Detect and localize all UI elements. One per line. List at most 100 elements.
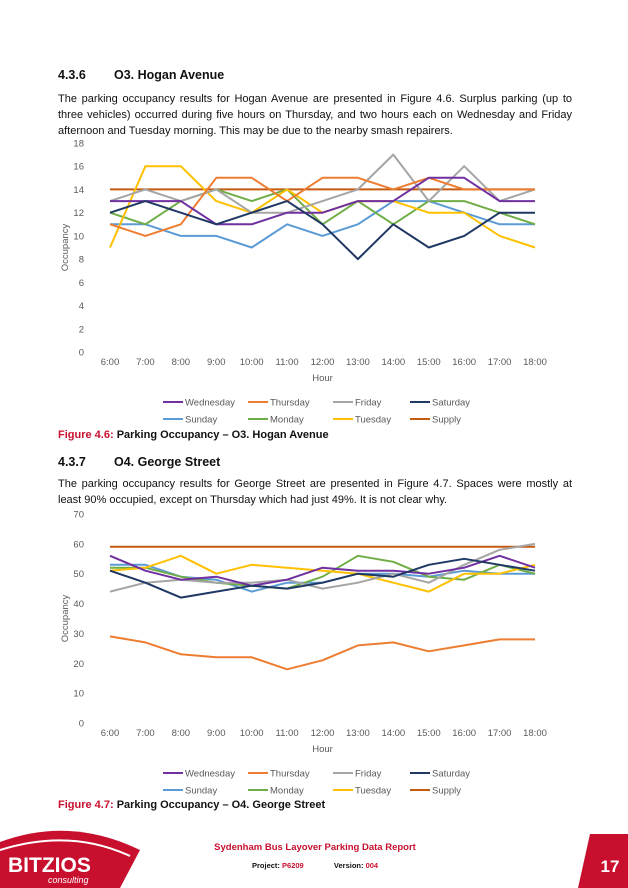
section-heading-george: 4.3.7 O4. George Street [58, 455, 220, 469]
x-tick-label: 18:00 [523, 357, 547, 368]
x-tick-label: 11:00 [276, 728, 299, 739]
section-title: O3. Hogan Avenue [114, 68, 225, 82]
y-tick-label: 10 [73, 231, 84, 242]
logo-text: BITZIOS [8, 854, 91, 877]
legend-label: Wednesday [185, 398, 235, 409]
y-tick-label: 14 [73, 185, 84, 196]
legend-label: Monday [270, 786, 304, 797]
page-number: 17 [601, 857, 620, 876]
logo-swoosh [0, 830, 140, 888]
x-tick-label: 15:00 [417, 728, 441, 739]
x-axis-label: Hour [312, 373, 333, 384]
section-paragraph-george: The parking occupancy results for George… [58, 478, 572, 506]
x-tick-label: 12:00 [311, 728, 335, 739]
x-tick-label: 6:00 [101, 728, 120, 739]
caption-label: Figure 4.6: [58, 429, 114, 441]
series-line-wednesday [110, 176, 535, 226]
x-tick-label: 10:00 [240, 357, 264, 368]
y-tick-label: 30 [73, 629, 84, 640]
y-tick-label: 60 [73, 539, 84, 550]
x-tick-label: 17:00 [488, 728, 512, 739]
y-tick-label: 0 [79, 719, 84, 730]
y-tick-label: 70 [73, 510, 84, 521]
series-line-monday [109, 188, 536, 226]
figure-caption-4-6: Figure 4.6: Parking Occupancy – O3. Hoga… [58, 429, 329, 441]
y-axis-label: Occupancy [60, 594, 71, 642]
x-tick-label: 13:00 [346, 357, 370, 368]
logo-subtext: consulting [48, 875, 89, 885]
y-tick-label: 4 [79, 301, 84, 312]
y-axis-label: Occupancy [60, 223, 71, 271]
legend-label: Thursday [270, 769, 310, 780]
x-tick-label: 7:00 [136, 728, 155, 739]
series-line-saturday [109, 200, 535, 261]
legend-label: Friday [355, 398, 382, 409]
george-occupancy-chart: 0 10 20 30 40 50 60 70 Occupancy 6:00 7:00 8:00 9:00… [60, 510, 547, 797]
x-tick-label: 11:00 [276, 357, 299, 368]
figure-caption-4-7: Figure 4.7: Parking Occupancy – O4. Geor… [58, 799, 325, 811]
bitzios-logo: BITZIOS consulting [0, 830, 140, 888]
x-tick-label: 9:00 [207, 357, 226, 368]
hogan-occupancy-chart: 0 2 4 6 8 10 12 14 16 18 Occupancy 6:00 7:00 8:00 9:00… [60, 139, 547, 426]
x-tick-label: 16:00 [452, 728, 476, 739]
y-tick-label: 0 [79, 348, 84, 359]
x-tick-label: 14:00 [381, 728, 405, 739]
x-axis-label: Hour [312, 744, 333, 755]
y-tick-label: 10 [73, 689, 84, 700]
x-tick-label: 8:00 [172, 728, 191, 739]
legend-label: Tuesday [355, 786, 391, 797]
caption-label: Figure 4.7: [58, 799, 114, 811]
legend-label: Tuesday [355, 415, 391, 426]
x-tick-label: 16:00 [452, 357, 476, 368]
report-meta: Project: P6209 Version: 004 [252, 861, 378, 870]
series-line-tuesday [109, 554, 536, 593]
legend-label: Wednesday [185, 769, 235, 780]
page-number-badge: 17 [578, 834, 628, 888]
x-tick-label: 13:00 [346, 728, 370, 739]
legend-label: Thursday [270, 398, 310, 409]
section-number: 4.3.6 [58, 68, 86, 82]
x-tick-label: 7:00 [136, 357, 155, 368]
y-tick-label: 20 [73, 659, 84, 670]
section-paragraph-hogan: The parking occupancy results for Hogan … [58, 93, 572, 137]
section-number: 4.3.7 [58, 455, 86, 469]
y-tick-label: 8 [79, 255, 84, 266]
x-tick-label: 6:00 [101, 357, 120, 368]
y-tick-label: 18 [73, 139, 84, 150]
legend-label: Sunday [185, 415, 217, 426]
x-tick-label: 8:00 [172, 357, 191, 368]
caption-title: Parking Occupancy – O4. George Street [116, 799, 326, 811]
y-tick-label: 40 [73, 599, 84, 610]
legend-label: Monday [270, 415, 304, 426]
series-line-thursday [109, 176, 535, 237]
report-title: Sydenham Bus Layover Parking Data Report [214, 842, 416, 853]
x-tick-label: 14:00 [381, 357, 405, 368]
legend-label: Sunday [185, 786, 217, 797]
y-tick-label: 16 [73, 162, 84, 173]
caption-title: Parking Occupancy – O3. Hogan Avenue [116, 429, 329, 441]
y-tick-label: 50 [73, 569, 84, 580]
x-tick-label: 10:00 [240, 728, 264, 739]
legend-label: Friday [355, 769, 382, 780]
legend-label: Saturday [432, 769, 470, 780]
series-line-thursday [109, 635, 535, 671]
series-line-saturday [109, 557, 536, 599]
y-tick-label: 2 [79, 324, 84, 335]
project-value: P6209 [282, 861, 304, 870]
version-value: 004 [365, 861, 379, 870]
x-tick-label: 9:00 [207, 728, 226, 739]
y-tick-label: 6 [79, 278, 84, 289]
section-title: O4. George Street [114, 455, 221, 469]
section-heading-hogan: 4.3.6 O3. Hogan Avenue [58, 68, 224, 82]
x-tick-label: 12:00 [311, 357, 335, 368]
series-line-monday [110, 554, 536, 590]
page-badge-shape [578, 834, 628, 888]
legend-label: Supply [432, 786, 461, 797]
series-line-wednesday [109, 554, 536, 587]
legend-label: Saturday [432, 398, 470, 409]
project-label: Project: [252, 861, 280, 870]
x-tick-label: 17:00 [488, 357, 512, 368]
x-tick-label: 18:00 [523, 728, 547, 739]
logo-curve [0, 839, 131, 857]
version-label: Version: [333, 861, 364, 870]
